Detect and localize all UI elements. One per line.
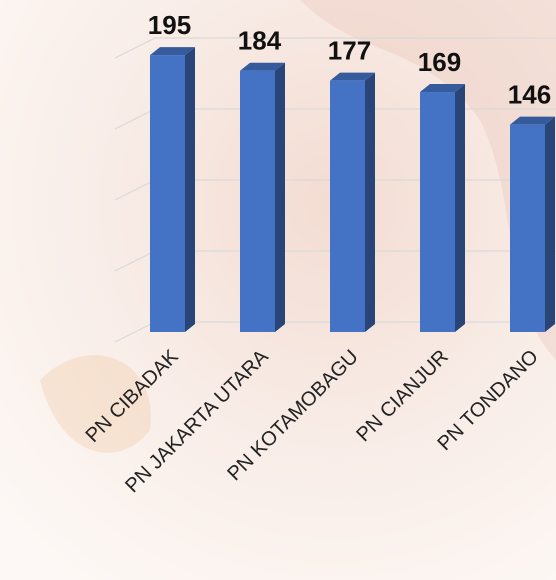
data-label: 184 xyxy=(238,26,282,56)
bar-side xyxy=(365,73,375,332)
data-label: 177 xyxy=(328,36,371,66)
bar xyxy=(420,92,455,332)
bar-side xyxy=(185,47,195,332)
bar xyxy=(240,71,275,332)
bar xyxy=(330,81,365,332)
bar-side xyxy=(545,117,555,332)
chart: 195PN CIBADAK184PN JAKARTA UTARA177PN KO… xyxy=(0,0,556,580)
bar-side xyxy=(455,84,465,332)
bar xyxy=(150,55,185,332)
data-label: 169 xyxy=(418,47,461,77)
data-label: 195 xyxy=(148,10,191,40)
bar xyxy=(510,125,545,332)
data-label: 146 xyxy=(508,80,551,110)
page: {"chart_data": {"type": "bar3d", "catego… xyxy=(0,0,556,580)
bar-side xyxy=(275,63,285,332)
